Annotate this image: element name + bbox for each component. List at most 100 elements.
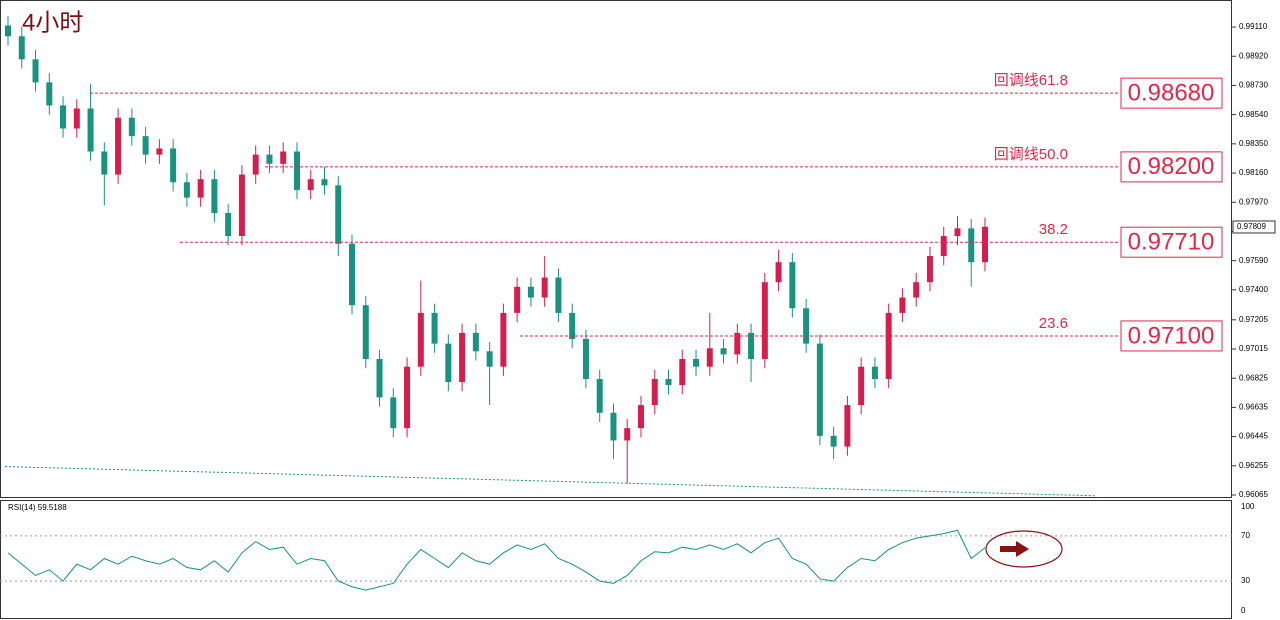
candle-body: [115, 117, 122, 175]
candle-body: [417, 312, 424, 367]
candle-body: [541, 277, 548, 298]
y-tick-label: 70: [1241, 531, 1250, 540]
candle-body: [32, 59, 39, 83]
candle-body: [569, 312, 576, 340]
rsi-panel: [0, 500, 1232, 619]
y-tick-label: 0.97590: [1239, 256, 1268, 265]
candle-body: [252, 154, 259, 175]
candle-body: [885, 312, 892, 379]
candle-body: [128, 117, 135, 137]
y-tick-label: 0.97015: [1239, 344, 1268, 353]
candle-body: [940, 236, 947, 257]
candle-body: [60, 105, 67, 129]
candle-body: [142, 136, 149, 155]
price-box-label: 0.98680: [1128, 79, 1215, 106]
candle-body: [706, 348, 713, 367]
candle-body: [789, 262, 796, 309]
candle-body: [982, 226, 988, 263]
candle-body: [803, 308, 810, 344]
candle-body: [293, 151, 300, 190]
candle-body: [913, 282, 920, 298]
price-panel: [0, 0, 1232, 498]
fib-label: 23.6: [1039, 315, 1068, 332]
candle-body: [816, 343, 823, 436]
price-box: [1120, 77, 1223, 109]
candle-body: [637, 405, 644, 429]
candle-body: [830, 435, 837, 447]
candle-body: [596, 378, 603, 413]
candle-body: [197, 179, 204, 198]
price-box: [1120, 151, 1223, 183]
rsi-title: RSI(14) 59.5188: [8, 503, 67, 512]
candle-body: [926, 256, 933, 283]
current-price-label: 0.97809: [1237, 222, 1266, 231]
candle-body: [748, 332, 755, 359]
candle-body: [390, 397, 397, 429]
candle-body: [624, 428, 631, 441]
candle-body: [954, 228, 961, 237]
candle-body: [307, 179, 314, 190]
candle-body: [225, 213, 232, 237]
price-box-label: 0.98200: [1128, 153, 1215, 180]
candle-body: [431, 312, 438, 344]
price-box: [1120, 226, 1223, 258]
candle-body: [101, 151, 108, 175]
candle-body: [527, 286, 534, 298]
arrow: [1000, 541, 1029, 557]
candle-body: [349, 243, 356, 306]
y-tick-label: 0.98920: [1239, 51, 1268, 60]
candle-body: [871, 366, 878, 379]
y-tick-label: 0.96445: [1239, 432, 1268, 441]
candle-body: [761, 282, 768, 359]
y-tick-label: 0.99110: [1239, 22, 1268, 31]
candle-body: [335, 185, 342, 244]
trend-line: [4, 466, 1096, 497]
candle-body: [404, 366, 411, 429]
candle-body: [968, 228, 975, 263]
candle-body: [266, 154, 273, 164]
candle-body: [665, 378, 672, 386]
candle-body: [459, 332, 466, 383]
rsi-line: [7, 529, 986, 591]
y-tick-label: 0.97205: [1239, 315, 1268, 324]
fib-label: 回调线50.0: [994, 146, 1068, 163]
candle-body: [18, 36, 25, 60]
candle-body: [280, 151, 287, 164]
candle-body: [321, 179, 328, 186]
candle-body: [844, 405, 851, 447]
candle-body: [87, 108, 94, 152]
candle-body: [651, 378, 658, 406]
candle-body: [362, 305, 369, 359]
candle-body: [486, 351, 493, 367]
y-tick-label: 100: [1241, 502, 1255, 511]
y-tick-label: 0.96065: [1239, 490, 1268, 499]
candle-body: [858, 366, 865, 406]
y-tick-label: 30: [1241, 576, 1250, 585]
candle-body: [5, 25, 11, 37]
y-tick-label: 0.96635: [1239, 403, 1268, 412]
candle-body: [445, 343, 452, 383]
candle-body: [555, 277, 562, 313]
y-tick-label: 0.96255: [1239, 461, 1268, 470]
y-tick-label: 0.96825: [1239, 373, 1268, 382]
highlight-circle: [985, 530, 1063, 568]
candle-body: [775, 262, 782, 283]
candle-body: [679, 358, 686, 386]
price-box: [1120, 320, 1223, 352]
candle-body: [610, 412, 617, 441]
candle-body: [170, 148, 177, 183]
candle-body: [238, 174, 245, 237]
candle-body: [156, 148, 163, 155]
candle-body: [899, 297, 906, 313]
candle-body: [46, 82, 53, 106]
y-tick-label: 0.97970: [1239, 197, 1268, 206]
candle-body: [183, 182, 190, 198]
y-tick-label: 0: [1241, 606, 1246, 615]
chart-title: 4小时: [22, 9, 83, 36]
candle-body: [582, 339, 589, 379]
y-tick-label: 0.98730: [1239, 81, 1268, 90]
candle-body: [211, 179, 218, 213]
candle-body: [500, 312, 507, 367]
